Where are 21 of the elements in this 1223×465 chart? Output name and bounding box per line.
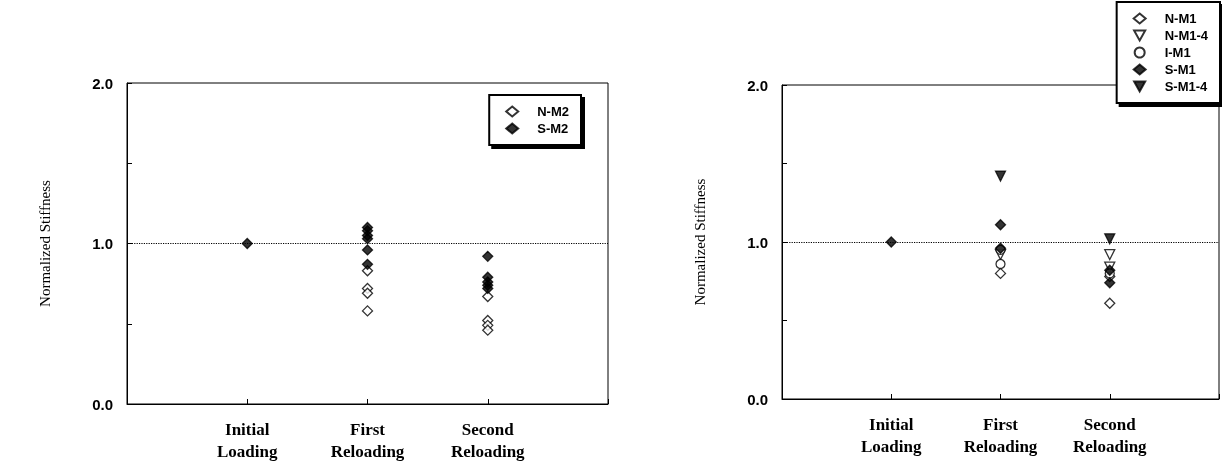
legend-label: S-M1 — [1164, 62, 1196, 77]
x-tick-label: Second Reloading — [1072, 414, 1148, 456]
legend-label: I-M1 — [1164, 45, 1191, 60]
x-tick-label: Initial Loading — [217, 419, 278, 461]
legend-label: N-M1-4 — [1164, 28, 1209, 43]
y-tick-label: 1.0 — [92, 235, 113, 252]
y-tick-label: 0.0 — [747, 390, 768, 408]
x-tick-label: Initial Loading — [861, 414, 922, 456]
x-tick-label: Second Reloading — [450, 419, 526, 461]
y-axis-title: Normalized Stiffness — [36, 179, 53, 307]
y-tick-label: 0.0 — [92, 395, 113, 413]
y-tick-label: 2.0 — [92, 74, 113, 92]
y-tick-label: 2.0 — [747, 76, 768, 94]
x-tick-label: First Reloading — [330, 419, 405, 461]
x-tick-label: First Reloading — [963, 414, 1038, 456]
legend-label: S-M1-4 — [1164, 79, 1209, 94]
y-axis-title: Normalized Stiffness — [691, 178, 708, 306]
legend-label: N-M2 — [537, 104, 569, 119]
y-tick-label: 1.0 — [747, 233, 768, 251]
legend-label: S-M2 — [537, 121, 569, 136]
legend-label: N-M1 — [1164, 11, 1197, 26]
